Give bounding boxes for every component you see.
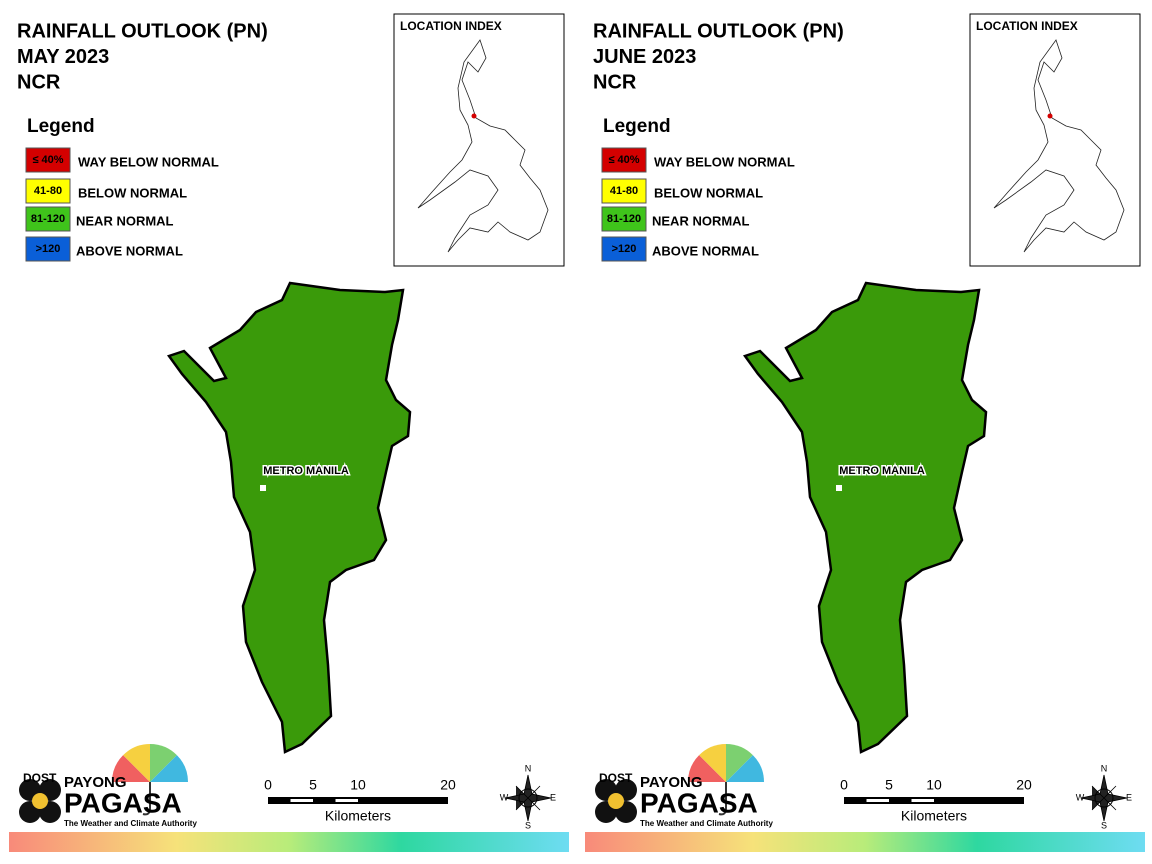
legend-swatch [25,206,71,232]
compass-e: E [1126,792,1132,802]
title-line: NCR [593,71,637,93]
dost-center [608,793,624,809]
umbrella-segment [123,744,150,782]
inset-title: LOCATION INDEX [976,19,1078,33]
legend-label: WAY BELOW NORMAL [78,154,219,169]
region [166,281,412,754]
legend-range: 81-120 [31,213,65,225]
scale-gap [290,799,313,802]
legend-range: 41-80 [34,185,62,197]
compass-w: W [1076,792,1085,802]
compass-n: N [1101,763,1108,773]
logo-payong: PAYONG [64,774,127,791]
scale-tick-label: 10 [350,777,366,793]
umbrella-handle [718,782,727,816]
scale-tick-label: 20 [440,777,456,793]
scale-tick-label: 0 [840,777,848,793]
title-line: MAY 2023 [17,46,109,68]
scale-gap [335,799,358,802]
title-line: JUNE 2023 [593,46,696,68]
scale-tick-label: 5 [885,777,893,793]
title-line: NCR [17,71,61,93]
legend-swatch [601,236,647,262]
legend-range: 81-120 [607,213,641,225]
legend-label: NEAR NORMAL [652,213,750,228]
logo-payong: PAYONG [640,774,703,791]
legend-swatch [25,147,71,173]
umbrella-segment [150,744,177,782]
panel: RAINFALL OUTLOOK (PN) MAY 2023 NCR Legend ≤ … [9,13,569,852]
panel: RAINFALL OUTLOOK (PN) JUNE 2023 NCR Legend ≤… [585,13,1145,852]
scale-tick-label: 5 [309,777,317,793]
umbrella-segment [699,744,726,782]
scale-gap [866,799,889,802]
compass-e: E [550,792,556,802]
region-point [836,485,842,491]
title-line: RAINFALL OUTLOOK (PN) [17,20,268,42]
logo-pagasa: PAGASA [64,787,182,818]
legend-label: NEAR NORMAL [76,213,174,228]
scale-tick-label: 10 [926,777,942,793]
inset-marker [1047,113,1053,119]
compass-ring [1094,788,1114,808]
scale-unit: Kilometers [325,808,391,824]
umbrella-segment [150,755,188,782]
legend-range: >120 [612,243,637,255]
compass [1080,774,1128,822]
footer-band [585,832,1145,852]
legend-swatch [601,206,647,232]
umbrella-segment [688,755,726,782]
footer-band [9,832,569,852]
title-line: RAINFALL OUTLOOK (PN) [593,20,844,42]
scale-tick-label: 20 [1016,777,1032,793]
legend-range: >120 [36,243,61,255]
dost-center [32,793,48,809]
inset-title: LOCATION INDEX [400,19,502,33]
umbrella-segment [726,744,753,782]
scale-tick-label: 0 [264,777,272,793]
scale-unit: Kilometers [901,808,967,824]
umbrella-segment [112,755,150,782]
compass-w: W [500,792,509,802]
logo-dost: DOST [599,771,633,785]
compass-ring [518,788,538,808]
legend-range: 41-80 [610,185,638,197]
logo-tagline: The Weather and Climate Authority [640,819,773,828]
compass-s: S [1101,820,1107,830]
legend-swatch [601,178,647,204]
legend-label: BELOW NORMAL [654,185,763,200]
compass-n: N [525,763,532,773]
legend-range: ≤ 40% [32,154,63,166]
legend-label: ABOVE NORMAL [76,243,183,258]
inset-map [993,39,1125,253]
umbrella-segment [726,755,764,782]
legend-swatch [601,147,647,173]
compass-s: S [525,820,531,830]
legend-label: WAY BELOW NORMAL [654,154,795,169]
legend-label: ABOVE NORMAL [652,243,759,258]
logo-tagline: The Weather and Climate Authority [64,819,197,828]
inset-marker [471,113,477,119]
umbrella-handle [142,782,151,816]
legend-swatch [25,178,71,204]
legend-range: ≤ 40% [608,154,639,166]
compass [504,774,552,822]
inset-map [417,39,549,253]
region-label: METRO MANILA [839,465,925,477]
inset-frame [969,13,1141,267]
legend-label: BELOW NORMAL [78,185,187,200]
region-label: METRO MANILA [263,465,349,477]
scale-gap [911,799,934,802]
logo-pagasa: PAGASA [640,787,758,818]
logo-dost: DOST [23,771,57,785]
legend-title: Legend [603,116,671,137]
inset-frame [393,13,565,267]
region [742,281,988,754]
region-point [260,485,266,491]
legend-title: Legend [27,116,95,137]
legend-swatch [25,236,71,262]
